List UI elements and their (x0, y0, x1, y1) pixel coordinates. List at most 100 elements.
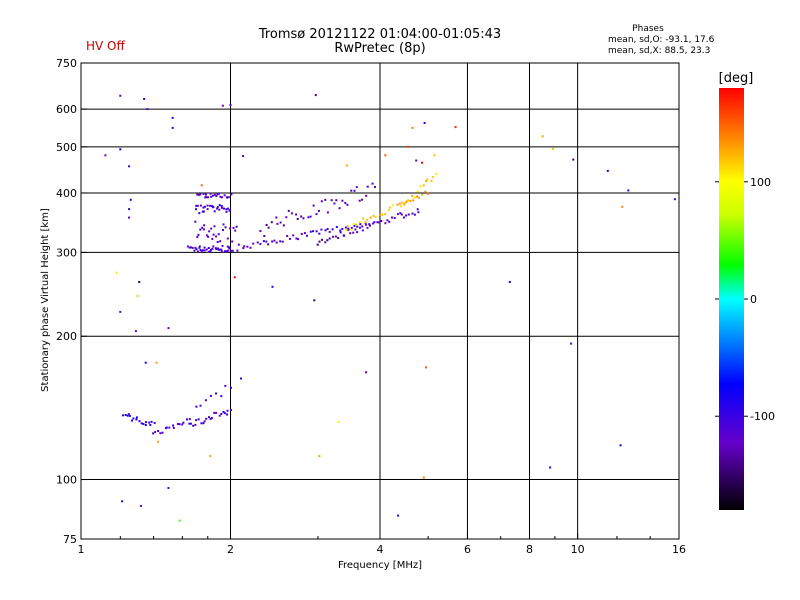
echo-point (350, 226, 353, 229)
echo-point (172, 424, 175, 427)
echo-point (171, 126, 174, 129)
echo-point (416, 208, 419, 211)
echo-point (318, 240, 321, 243)
echo-point (205, 248, 208, 251)
echo-point (417, 211, 420, 214)
echo-point (135, 418, 138, 421)
echo-point (226, 409, 229, 412)
echo-point (217, 192, 220, 195)
echo-point (343, 234, 346, 237)
echo-point (344, 202, 347, 204)
y-tick-label: 500 (56, 141, 77, 154)
echo-point (212, 245, 215, 248)
echo-point (213, 411, 216, 414)
echo-point (229, 227, 232, 230)
echo-point (226, 196, 228, 199)
echo-point (203, 224, 206, 227)
echo-point (178, 423, 181, 426)
echo-point (122, 414, 124, 417)
echo-point (135, 416, 138, 419)
echo-point (302, 217, 305, 220)
echo-point (202, 422, 205, 425)
echo-point (134, 330, 137, 333)
x-tick-label: 4 (377, 543, 384, 556)
echo-point (421, 161, 423, 164)
echo-point (355, 186, 358, 189)
echo-point (403, 203, 406, 206)
echo-point (210, 248, 213, 251)
echo-point (627, 189, 630, 192)
echo-point (236, 249, 239, 252)
echo-point (202, 228, 205, 231)
echo-point (365, 371, 368, 374)
echo-point (199, 228, 202, 231)
echo-point (346, 203, 349, 206)
echo-point (406, 200, 409, 203)
echo-point (324, 198, 327, 201)
echo-point (219, 195, 222, 198)
echo-point (202, 210, 205, 213)
echo-point (335, 226, 338, 228)
echo-point (318, 455, 321, 458)
echo-point (226, 237, 229, 240)
echo-point (337, 421, 340, 424)
grid-lines (81, 63, 679, 539)
echo-point (259, 230, 262, 232)
echo-point (188, 418, 191, 421)
echo-point (320, 228, 323, 231)
echo-point (334, 235, 337, 238)
echo-point (181, 423, 184, 426)
echo-point (312, 230, 314, 233)
echo-point (353, 189, 356, 192)
echo-points (104, 94, 676, 522)
echo-point (413, 196, 416, 199)
echo-point (606, 169, 609, 172)
echo-point (136, 295, 139, 297)
echo-point (570, 342, 573, 345)
echo-point (190, 246, 192, 249)
echo-point (199, 193, 202, 196)
echo-point (426, 192, 429, 195)
echo-point (352, 231, 355, 234)
echo-point (196, 236, 199, 238)
echo-point (403, 202, 406, 205)
echo-point (290, 212, 293, 215)
echo-point (374, 186, 376, 188)
echo-point (225, 250, 227, 253)
echo-point (139, 505, 142, 507)
echo-point (386, 219, 389, 222)
echo-point (193, 249, 196, 252)
echo-point (128, 165, 131, 168)
echo-point (271, 285, 274, 288)
echo-point (300, 215, 303, 218)
echo-point (127, 413, 130, 416)
echo-point (393, 217, 396, 219)
echo-point (227, 249, 230, 252)
y-tick-label: 750 (56, 57, 77, 70)
echo-point (384, 154, 387, 157)
echo-point (203, 420, 206, 423)
echo-point (309, 215, 312, 218)
echo-point (221, 206, 224, 209)
echo-point (374, 216, 377, 218)
echo-point (207, 235, 210, 238)
echo-point (396, 203, 399, 206)
echo-point (200, 422, 203, 425)
echo-point (262, 240, 265, 243)
echo-point (138, 420, 141, 423)
echo-point (228, 209, 231, 212)
echo-point (356, 231, 359, 234)
echo-point (207, 250, 210, 253)
echo-point (198, 212, 201, 215)
echo-point (412, 199, 415, 202)
echo-point (314, 94, 317, 97)
echo-point (119, 94, 122, 97)
echo-point (406, 145, 409, 148)
echo-point (206, 208, 209, 211)
echo-point (154, 431, 157, 433)
echo-point (212, 233, 215, 236)
echo-point (146, 108, 149, 111)
echo-point (388, 206, 391, 209)
echo-point (196, 193, 199, 196)
